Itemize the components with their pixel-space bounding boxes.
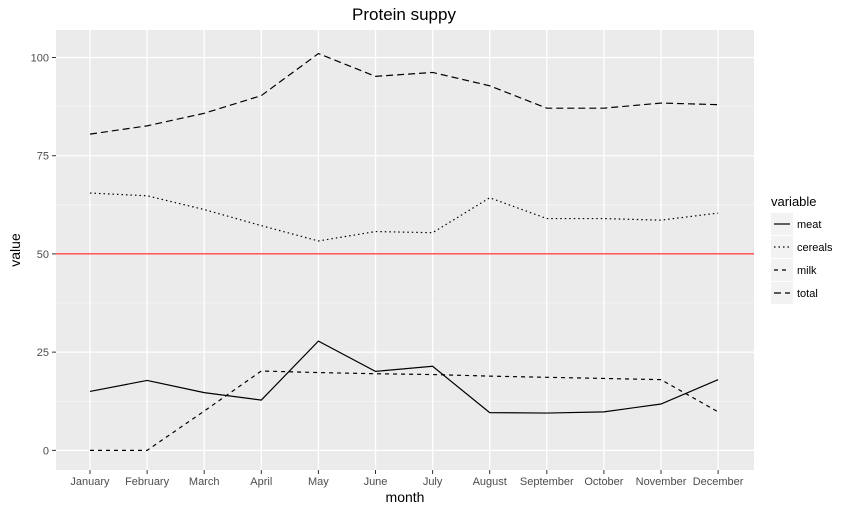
legend-title: variable <box>771 194 817 209</box>
major-gridlines <box>56 30 754 470</box>
x-tick-label: June <box>364 476 388 488</box>
series-line-cereals <box>89 192 719 242</box>
series-lines <box>89 52 719 451</box>
x-tick-label: September <box>520 476 574 488</box>
x-tick-label: April <box>250 476 272 488</box>
x-tick-label: February <box>125 476 170 488</box>
x-tick-label: March <box>189 476 220 488</box>
y-tick-label: 25 <box>37 347 49 359</box>
x-tick-label: August <box>473 476 507 488</box>
legend-label: meat <box>797 219 821 231</box>
legend: variable meat cereals milk total <box>771 194 833 304</box>
legend-item-meat: meat <box>771 213 821 235</box>
legend-item-cereals: cereals <box>771 236 833 258</box>
y-axis-ticks: 0 25 50 75 100 <box>31 53 56 457</box>
x-axis-title: month <box>386 489 425 505</box>
x-tick-label: November <box>636 476 687 488</box>
plot-panel <box>56 30 754 470</box>
legend-label: milk <box>797 265 817 277</box>
y-axis-title: value <box>7 233 23 267</box>
legend-key <box>771 282 793 304</box>
x-tick-label: January <box>70 476 110 488</box>
legend-item-milk: milk <box>771 259 817 281</box>
legend-item-total: total <box>771 282 818 304</box>
minor-gridlines <box>56 106 754 402</box>
x-tick-label: October <box>584 476 623 488</box>
series-line-total <box>89 52 719 135</box>
y-tick-label: 75 <box>37 151 49 163</box>
x-tick-label: December <box>693 476 744 488</box>
y-tick-label: 50 <box>37 249 49 261</box>
legend-key <box>771 236 793 258</box>
series-line-meat <box>89 340 719 414</box>
x-tick-label: July <box>423 476 443 488</box>
y-tick-label: 100 <box>31 53 49 65</box>
x-axis-ticks: January February March April May June July Augu… <box>70 470 744 488</box>
legend-label: total <box>797 288 818 300</box>
chart-title: Protein suppy <box>352 5 456 24</box>
y-tick-label: 0 <box>43 445 49 457</box>
x-tick-label: May <box>308 476 329 488</box>
legend-label: cereals <box>797 242 833 254</box>
series-line-milk <box>90 370 719 451</box>
